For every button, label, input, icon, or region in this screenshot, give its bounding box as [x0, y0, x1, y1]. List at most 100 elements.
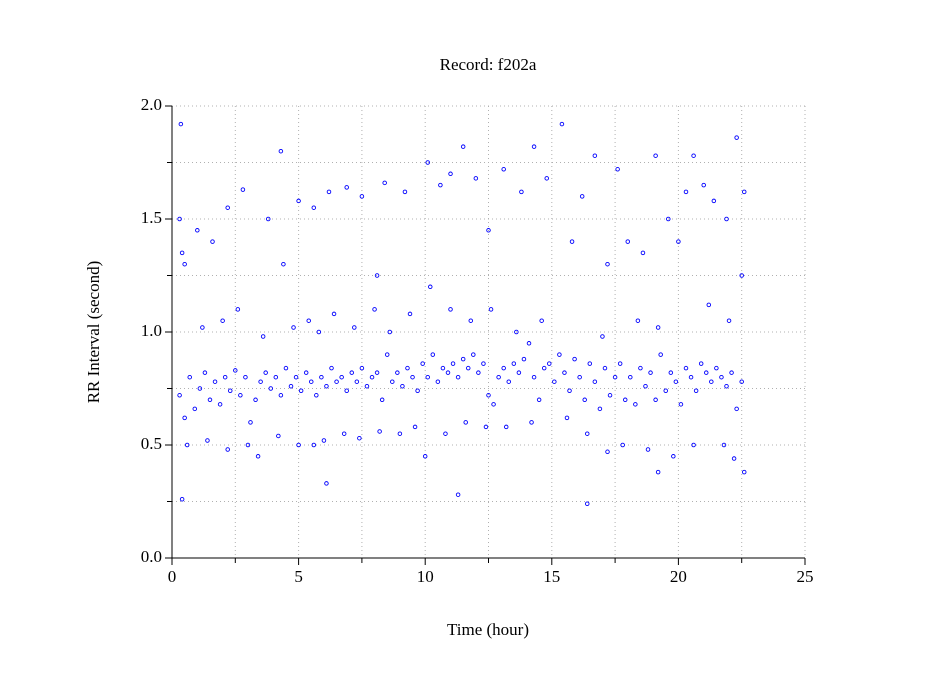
data-point	[569, 239, 575, 244]
data-point	[303, 370, 309, 375]
data-point	[704, 370, 709, 375]
data-point	[372, 307, 377, 312]
data-point	[293, 374, 299, 380]
data-point	[645, 447, 651, 452]
data-point	[296, 198, 301, 204]
data-point	[455, 374, 461, 380]
data-point	[600, 334, 605, 339]
data-point	[390, 379, 395, 384]
data-point	[526, 341, 532, 346]
data-point	[531, 144, 537, 149]
data-point	[584, 431, 590, 436]
data-point	[460, 356, 466, 362]
data-point	[207, 397, 213, 403]
data-point	[233, 368, 238, 373]
data-point	[288, 383, 294, 389]
data-point	[296, 442, 301, 448]
data-point	[676, 239, 681, 244]
data-point	[691, 153, 696, 158]
data-point	[298, 388, 304, 394]
data-point	[324, 481, 329, 486]
data-point	[311, 205, 317, 210]
data-point	[240, 187, 246, 192]
data-point	[217, 402, 223, 407]
x-tick-label: 20	[670, 567, 687, 586]
data-point	[564, 415, 570, 421]
data-point	[503, 424, 509, 430]
data-point	[711, 198, 717, 204]
data-point	[529, 420, 534, 425]
data-point	[678, 402, 684, 407]
data-point	[719, 374, 724, 380]
y-tick-label: 1.5	[141, 208, 162, 227]
data-point	[359, 194, 365, 199]
data-point	[721, 442, 727, 448]
data-point	[552, 379, 557, 384]
data-point	[220, 318, 225, 323]
data-point	[397, 431, 403, 436]
data-point	[212, 379, 218, 384]
data-point	[410, 374, 415, 380]
y-axis-label: RR Interval (second)	[84, 261, 103, 404]
data-point	[225, 447, 230, 452]
data-point	[192, 406, 198, 412]
data-point	[640, 250, 646, 256]
data-point	[448, 307, 453, 312]
data-point	[653, 397, 658, 403]
x-tick-label: 0	[168, 567, 177, 586]
data-point	[572, 356, 577, 362]
data-point	[658, 352, 663, 357]
data-point	[334, 379, 339, 384]
data-point	[541, 365, 547, 371]
data-point	[255, 454, 261, 459]
data-point	[671, 454, 676, 459]
y-tick-label: 0.0	[141, 547, 162, 566]
data-point	[544, 176, 549, 181]
data-point	[602, 365, 608, 371]
data-point	[278, 148, 284, 154]
data-point	[683, 189, 689, 195]
data-point	[468, 318, 474, 323]
data-point	[638, 365, 643, 371]
data-point	[422, 454, 428, 459]
data-point	[688, 374, 694, 380]
data-point	[222, 374, 228, 380]
data-point	[319, 374, 324, 380]
x-axis-label: Time (hour)	[447, 620, 529, 639]
data-point	[471, 352, 476, 357]
data-point	[521, 356, 527, 362]
data-point	[605, 261, 610, 267]
data-point	[622, 397, 628, 403]
data-point	[443, 431, 448, 436]
data-point	[666, 216, 671, 222]
data-point	[384, 352, 390, 357]
data-point	[395, 370, 400, 375]
data-point	[557, 352, 562, 357]
data-point	[316, 329, 322, 335]
data-point	[559, 121, 565, 127]
data-point	[268, 386, 273, 391]
data-point	[374, 273, 380, 278]
data-point	[278, 393, 284, 398]
data-point	[400, 383, 405, 389]
data-point	[354, 379, 360, 384]
data-point	[683, 365, 689, 371]
data-point	[455, 492, 461, 497]
data-point	[465, 365, 471, 371]
data-point	[179, 250, 185, 256]
data-point	[714, 365, 719, 371]
data-point	[438, 182, 443, 188]
data-point	[263, 370, 268, 375]
x-tick-label: 15	[543, 567, 560, 586]
data-point	[734, 135, 739, 140]
data-point	[607, 393, 613, 398]
data-point	[473, 176, 479, 181]
data-point	[344, 388, 349, 394]
data-point	[620, 442, 625, 448]
data-point	[536, 397, 542, 403]
data-point	[407, 311, 413, 317]
data-point	[706, 302, 712, 308]
data-point	[197, 386, 203, 391]
data-point	[483, 424, 489, 430]
